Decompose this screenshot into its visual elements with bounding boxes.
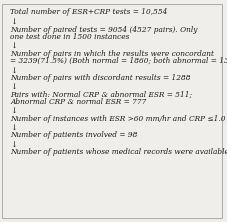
Text: Number of patients whose medical records were available = 97: Number of patients whose medical records…: [10, 148, 227, 156]
FancyBboxPatch shape: [2, 4, 222, 218]
Text: Number of paired tests = 9054 (4527 pairs). Only: Number of paired tests = 9054 (4527 pair…: [10, 26, 197, 34]
Text: Total number of ESR+CRP tests = 10,554: Total number of ESR+CRP tests = 10,554: [10, 8, 168, 16]
Text: one test done in 1500 instances: one test done in 1500 instances: [10, 33, 130, 41]
Text: Pairs with: Normal CRP & abnormal ESR = 511;: Pairs with: Normal CRP & abnormal ESR = …: [10, 91, 192, 99]
Text: Number of pairs with discordant results = 1288: Number of pairs with discordant results …: [10, 74, 191, 82]
Text: ↓: ↓: [10, 141, 17, 149]
Text: = 3239(71.5%) (Both normal = 1860; both abnormal = 1379): = 3239(71.5%) (Both normal = 1860; both …: [10, 57, 227, 65]
Text: Number of pairs in which the results were concordant: Number of pairs in which the results wer…: [10, 50, 214, 58]
Text: Number of instances with ESR >60 mm/hr and CRP ≤1.0 mg/dL = 151: Number of instances with ESR >60 mm/hr a…: [10, 115, 227, 123]
Text: ↓: ↓: [10, 18, 17, 26]
Text: Abnormal CRP & normal ESR = 777: Abnormal CRP & normal ESR = 777: [10, 98, 147, 106]
Text: ↓: ↓: [10, 107, 17, 115]
Text: ↓: ↓: [10, 124, 17, 132]
Text: ↓: ↓: [10, 66, 17, 74]
Text: ↓: ↓: [10, 42, 17, 50]
Text: ↓: ↓: [10, 83, 17, 91]
Text: Number of patients involved = 98: Number of patients involved = 98: [10, 131, 138, 139]
